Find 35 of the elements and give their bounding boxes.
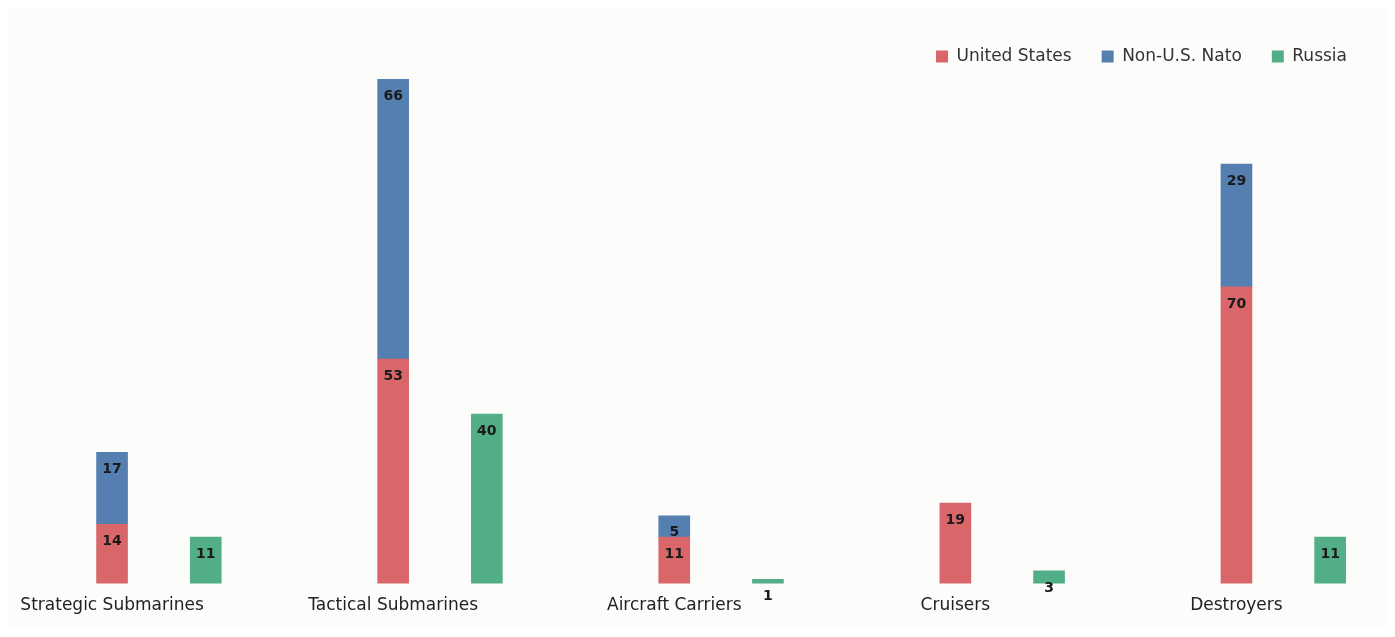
data-label: 1 (763, 587, 773, 603)
data-label: 53 (383, 366, 403, 383)
data-label: 5 (669, 523, 680, 540)
bar (189, 536, 222, 584)
bar (939, 502, 972, 584)
bar (658, 515, 691, 538)
bar (658, 536, 691, 584)
bar (96, 523, 128, 584)
x-tick-label: Aircraft Carriers (607, 594, 742, 615)
data-label: 3 (1044, 578, 1054, 595)
data-label: 29 (1226, 171, 1247, 188)
data-label: 14 (102, 531, 123, 548)
bar (1220, 163, 1253, 288)
bar (1314, 536, 1346, 584)
data-label: 66 (383, 86, 403, 103)
data-label: 40 (477, 421, 497, 438)
bar (377, 78, 409, 360)
legend-label: Russia (1292, 44, 1348, 65)
x-tick-label: Cruisers (920, 594, 991, 615)
data-label: 19 (945, 510, 966, 527)
x-tick-label: Tactical Submarines (307, 594, 479, 615)
data-label: 11 (196, 544, 216, 561)
data-label: 11 (1320, 544, 1340, 561)
x-tick-label: Strategic Submarines (20, 594, 204, 615)
bar (1220, 286, 1253, 584)
data-label: 70 (1226, 294, 1247, 311)
bar (96, 451, 128, 525)
data-label: 17 (102, 459, 122, 476)
bar (1033, 570, 1065, 584)
x-tick-label: Destroyers (1190, 594, 1283, 615)
data-label: 11 (664, 544, 684, 561)
legend-label: Non-U.S. Nato (1122, 44, 1242, 65)
bar (377, 358, 409, 584)
legend-label: United States (956, 44, 1072, 65)
bar (471, 413, 503, 584)
